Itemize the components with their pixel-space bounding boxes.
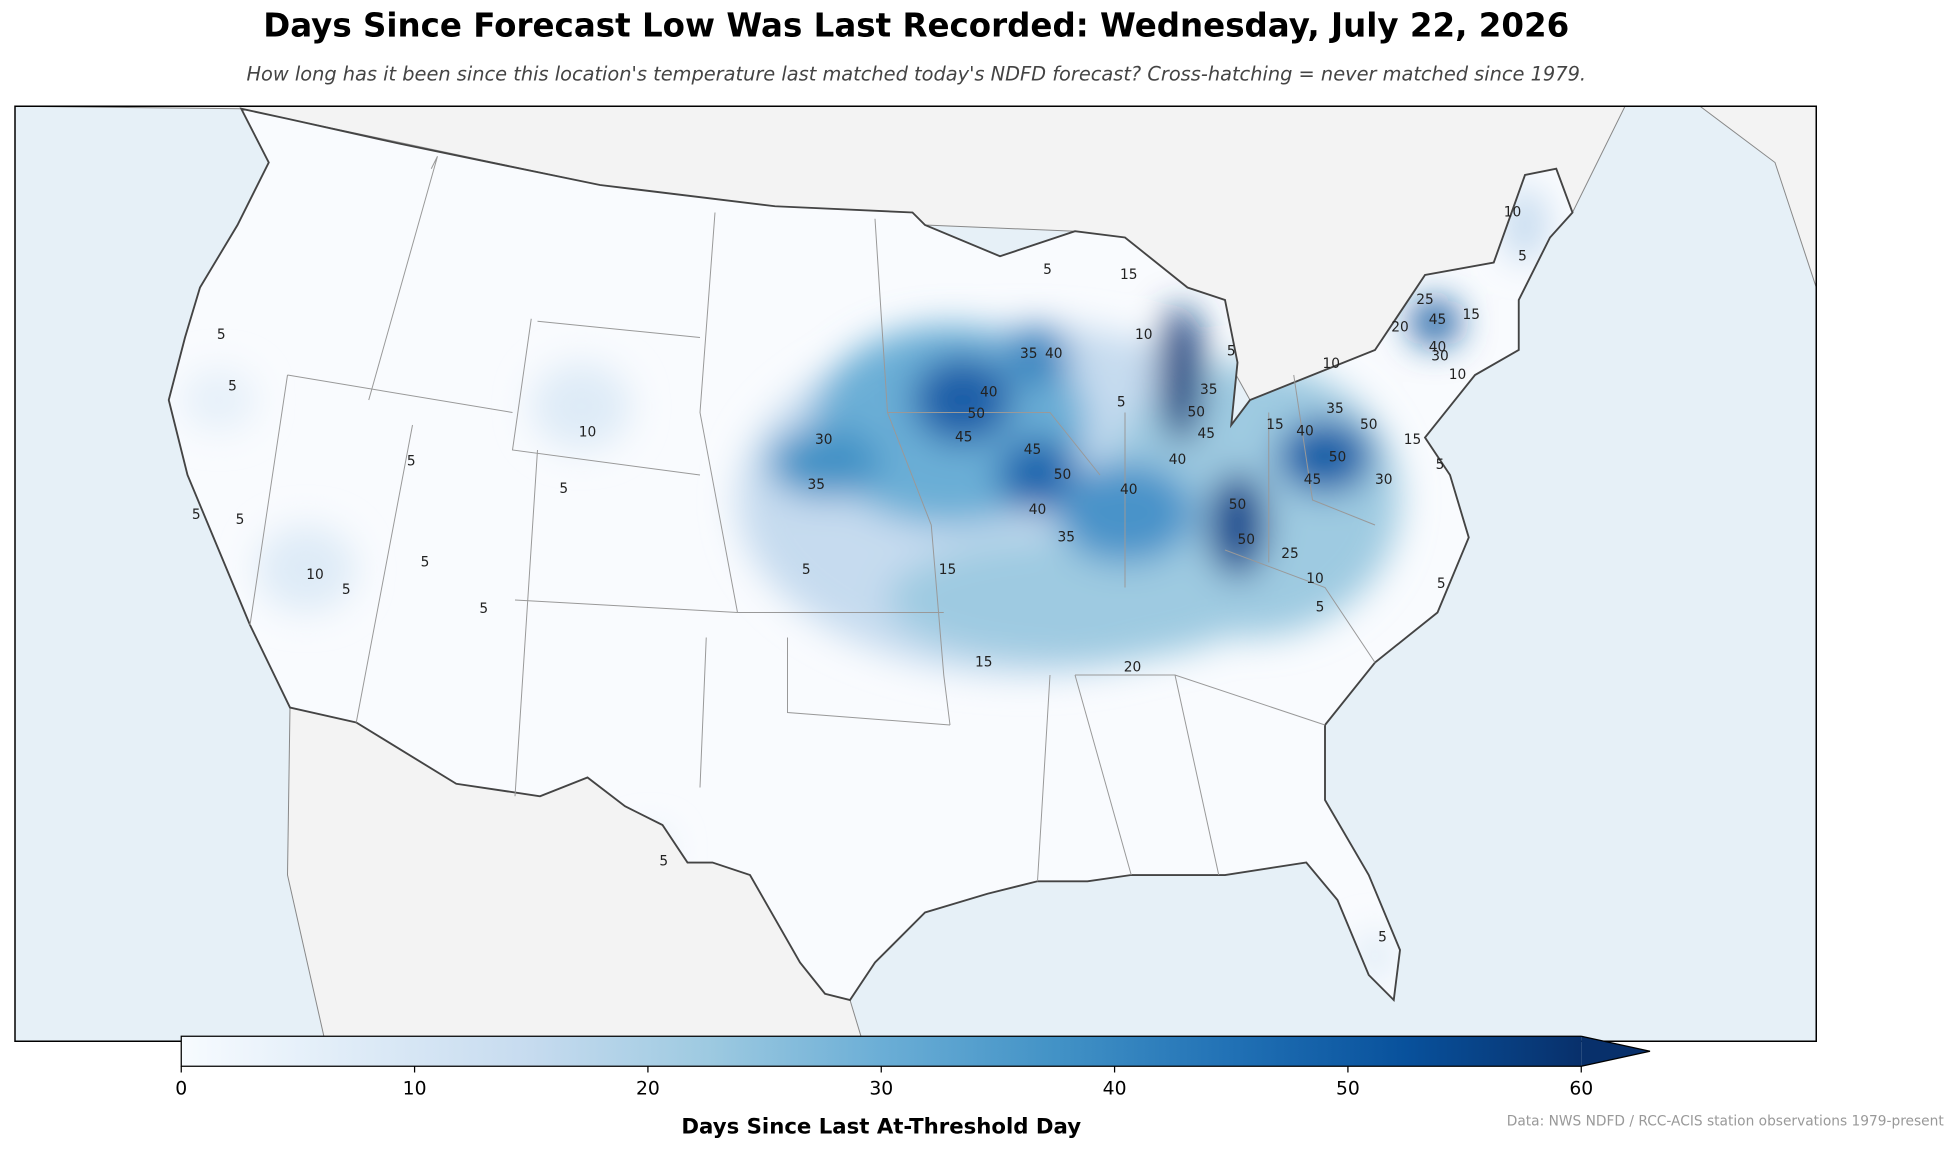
contour-label: 5	[1436, 457, 1445, 473]
contour-label: 10	[1449, 367, 1467, 383]
state-borders	[249, 156, 1376, 882]
contour-label: 50	[1329, 450, 1347, 466]
contour-label: 5	[1227, 343, 1236, 359]
contour-label: 5	[192, 507, 201, 523]
contour-label: 10	[1135, 327, 1153, 343]
contour-label: 5	[1437, 576, 1446, 592]
contour-label: 15	[975, 655, 993, 671]
contour-label: 5	[407, 453, 416, 469]
contour-label: 15	[1266, 417, 1284, 433]
colorbar-tick-label: 40	[1103, 1078, 1127, 1099]
contour-label: 35	[1058, 530, 1076, 546]
contour-label: 40	[1029, 502, 1047, 518]
colorbar-gradient	[181, 1036, 1582, 1067]
contour-label: 5	[1378, 930, 1387, 946]
contour-label: 5	[1518, 248, 1527, 264]
contour-label: 35	[1200, 382, 1218, 398]
colorbar-label: Days Since Last At-Threshold Day	[681, 1115, 1081, 1140]
contour-label: 50	[1229, 497, 1247, 513]
contour-label: 25	[1281, 546, 1299, 562]
contour-label: 5	[479, 601, 488, 617]
shading	[181, 187, 1548, 982]
colorbar-tick-label: 20	[636, 1078, 660, 1099]
subtitle: How long has it been since this location…	[246, 63, 1586, 86]
contour-label: 5	[217, 327, 226, 343]
contour-label: 50	[1188, 405, 1206, 421]
colorbar-tick-label: 30	[869, 1078, 893, 1099]
contour-label: 25	[1416, 292, 1434, 308]
contour-label: 35	[1326, 401, 1344, 417]
contour-label: 50	[968, 406, 986, 422]
contour-label: 5	[1316, 600, 1325, 616]
contour-label: 5	[802, 562, 811, 578]
contour-label: 45	[1429, 312, 1447, 328]
contour-label: 50	[1054, 467, 1072, 483]
contour-label: 45	[1304, 472, 1322, 488]
colorbar-tick-label: 60	[1569, 1078, 1593, 1099]
colorbar: 0 10 20 30 40 50 60	[175, 1035, 1651, 1099]
contour-label: 15	[1463, 307, 1481, 323]
contour-label: 30	[1431, 348, 1449, 364]
map: 5 5 5 5 10 5 10 5 5 5 5 30 35 5 15 15 40 50 45 35 40 5 15 45 50 4…	[15, 106, 1817, 1042]
contour-label: 5	[559, 481, 568, 497]
colorbar-extension	[1581, 1036, 1650, 1067]
contour-label: 5	[1043, 262, 1052, 278]
contour-label: 15	[939, 562, 957, 578]
contour-label: 40	[1120, 482, 1138, 498]
contour-label: 50	[1360, 417, 1378, 433]
contour-label: 30	[815, 432, 833, 448]
contour-label: 10	[1504, 205, 1522, 221]
contour-label: 5	[236, 512, 245, 528]
source: Data: NWS NDFD / RCC-ACIS station observ…	[1507, 1113, 1945, 1129]
contour-label: 40	[980, 385, 998, 401]
contour-label: 40	[1429, 340, 1447, 356]
contour-label: 5	[1117, 395, 1126, 411]
contour-label: 45	[955, 430, 973, 446]
contour-label: 10	[1306, 571, 1324, 587]
contour-label: 15	[1120, 267, 1138, 283]
contour-label: 10	[579, 425, 597, 441]
contour-label: 45	[1024, 442, 1042, 458]
contour-label: 10	[306, 567, 324, 583]
contour-label: 30	[1375, 472, 1393, 488]
contour-label: 5	[228, 378, 237, 394]
contour-labels: 5 5 5 5 10 5 10 5 5 5 5 30 35 5 15 15 40 50 45 35 40 5 15 45 50 4…	[192, 205, 1527, 946]
contour-label: 35	[1020, 346, 1038, 362]
contour-label: 10	[1323, 356, 1341, 372]
contour-label: 20	[1391, 320, 1409, 336]
title: Days Since Forecast Low Was Last Recorde…	[263, 7, 1569, 45]
contour-label: 5	[342, 582, 351, 598]
contour-label: 5	[421, 555, 430, 571]
colorbar-tick-label: 50	[1336, 1078, 1360, 1099]
contour-label: 15	[1404, 432, 1422, 448]
contour-label: 20	[1124, 660, 1142, 676]
contour-label: 40	[1169, 452, 1187, 468]
contour-label: 45	[1198, 426, 1216, 442]
contour-label: 40	[1045, 346, 1063, 362]
colorbar-tick-label: 0	[175, 1078, 187, 1099]
contour-label: 50	[1238, 532, 1256, 548]
contour-label: 35	[808, 477, 826, 493]
contour-label: 40	[1296, 423, 1314, 439]
colorbar-tick-label: 10	[403, 1078, 427, 1099]
contour-label: 5	[659, 853, 668, 869]
